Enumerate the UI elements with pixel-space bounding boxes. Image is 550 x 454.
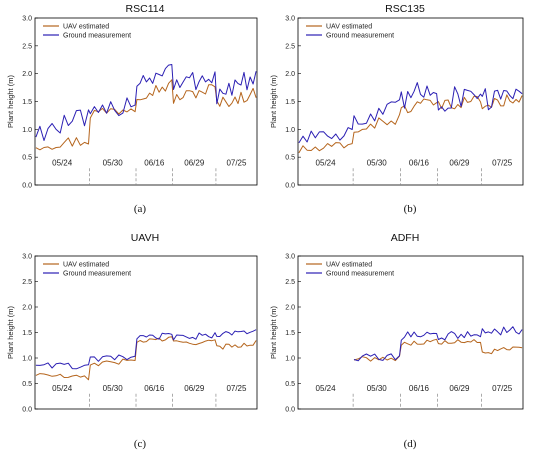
legend-label: Ground measurement: [63, 33, 131, 40]
y-tick-label: 0.5: [285, 155, 295, 162]
date-label: 06/29: [449, 384, 470, 393]
y-tick-label: 0.5: [22, 155, 32, 162]
y-tick-label: 2.0: [22, 71, 32, 78]
panel-d-plot: 0.0 0.5 1.0 1.5 2.0 2.5 3.0 Plant height (m) 05/…: [269, 254, 524, 414]
y-tick-label: 1.5: [285, 330, 295, 337]
date-label: 06/29: [449, 159, 470, 168]
y-tick-label: 0.0: [22, 183, 32, 190]
y-tick-label: 1.5: [285, 99, 295, 106]
series-line-uav-estimated: [353, 338, 523, 362]
panel-c-plot: 0.0 0.5 1.0 1.5 2.0 2.5 3.0 Plant height (m) 05/…: [6, 254, 258, 414]
date-label: 07/25: [492, 159, 513, 168]
legend-label: Ground measurement: [326, 271, 394, 278]
y-tick-label: 1.0: [22, 356, 32, 363]
legend-label: UAV estimated: [63, 24, 109, 31]
panel-a-plot: 0.0 0.5 1.0 1.5 2.0 2.5 3.0 Plant height (m) 05/…: [6, 16, 258, 190]
series-line-ground-measurement: [35, 64, 257, 141]
series-line-ground-measurement: [298, 82, 523, 144]
y-tick-label: 0.5: [285, 381, 295, 388]
y-axis-label: Plant height (m): [269, 306, 278, 359]
y-axis-label: Plant height (m): [269, 75, 278, 128]
panel-b-title: RSC135: [385, 3, 425, 15]
y-tick-label: 3.0: [22, 254, 32, 261]
y-tick-label: 0.0: [285, 183, 295, 190]
y-tick-label: 2.5: [22, 43, 32, 50]
y-axis-label: Plant height (m): [6, 306, 15, 359]
legend-label: UAV estimated: [63, 262, 109, 269]
y-tick-label: 2.0: [285, 305, 295, 312]
date-label: 05/30: [103, 159, 124, 168]
y-tick-label: 2.5: [285, 43, 295, 50]
panel-b: RSC135 0.0 0.5 1.0 1.5 2.0 2.5 3.0 Plant height…: [269, 3, 524, 215]
y-tick-label: 0.0: [285, 407, 295, 414]
panel-d-caption: (d): [404, 438, 417, 450]
date-label: 05/30: [367, 384, 388, 393]
panel-a-caption: (a): [134, 203, 147, 215]
y-tick-label: 1.5: [22, 99, 32, 106]
panel-d: ADFH 0.0 0.5 1.0 1.5 2.0 2.5 3.0 Plant height (…: [269, 232, 524, 450]
legend-label: Ground measurement: [63, 271, 131, 278]
date-label: 06/29: [184, 159, 205, 168]
legend-label: Ground measurement: [326, 33, 394, 40]
date-label: 07/25: [226, 384, 247, 393]
panel-a: RSC114 0.0 0.5 1.0 1.5 2.0 2.5 3.0 Plant height…: [6, 3, 258, 215]
y-axis-label: Plant height (m): [6, 75, 15, 128]
y-tick-label: 2.0: [285, 71, 295, 78]
y-tick-label: 0.0: [22, 407, 32, 414]
panel-b-caption: (b): [404, 203, 417, 215]
date-label: 06/16: [409, 384, 430, 393]
date-label: 05/30: [103, 384, 124, 393]
y-tick-label: 3.0: [285, 254, 295, 261]
y-tick-label: 0.5: [22, 381, 32, 388]
date-label: 05/24: [52, 159, 73, 168]
y-tick-label: 1.0: [285, 127, 295, 134]
date-label: 05/30: [367, 159, 388, 168]
y-tick-label: 1.0: [285, 356, 295, 363]
panel-d-title: ADFH: [391, 232, 420, 244]
y-tick-label: 2.0: [22, 305, 32, 312]
date-label: 06/16: [144, 384, 165, 393]
date-label: 07/25: [492, 384, 513, 393]
panel-c: UAVH 0.0 0.5 1.0 1.5 2.0 2.5 3.0 Plant height (…: [6, 232, 258, 450]
series-line-ground-measurement: [35, 329, 257, 370]
series-line-uav-estimated: [298, 94, 523, 154]
date-label: 06/16: [144, 159, 165, 168]
y-tick-label: 2.5: [22, 279, 32, 286]
panel-b-plot: 0.0 0.5 1.0 1.5 2.0 2.5 3.0 Plant height (m) 05/…: [269, 16, 524, 190]
panel-a-title: RSC114: [126, 3, 165, 15]
series-line-uav-estimated: [35, 79, 257, 151]
panel-c-caption: (c): [134, 438, 147, 450]
date-label: 05/24: [52, 384, 73, 393]
series-line-ground-measurement: [353, 326, 523, 362]
date-label: 06/16: [409, 159, 430, 168]
date-label: 05/24: [316, 384, 337, 393]
y-tick-label: 2.5: [285, 279, 295, 286]
legend-label: UAV estimated: [326, 262, 372, 269]
legend-label: UAV estimated: [326, 24, 372, 31]
date-label: 06/29: [184, 384, 205, 393]
date-label: 05/24: [316, 159, 337, 168]
y-tick-label: 1.0: [22, 127, 32, 134]
y-tick-label: 3.0: [22, 16, 32, 23]
y-tick-label: 3.0: [285, 16, 295, 23]
y-tick-label: 1.5: [22, 330, 32, 337]
date-label: 07/25: [226, 159, 247, 168]
panel-c-title: UAVH: [131, 232, 159, 244]
series-line-uav-estimated: [35, 336, 257, 381]
